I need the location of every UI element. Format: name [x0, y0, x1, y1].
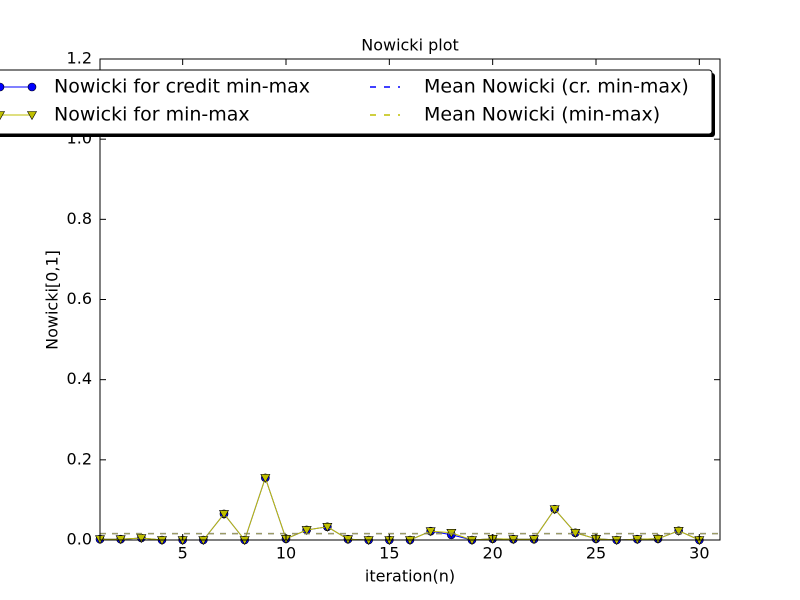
- x-tick-label: 30: [689, 544, 709, 563]
- legend-marker: [26, 111, 38, 121]
- legend-box: [0, 69, 713, 135]
- point: [136, 534, 147, 544]
- point: [425, 527, 436, 537]
- point: [260, 474, 271, 483]
- y-tick-label: 0.6: [67, 289, 92, 308]
- point: [652, 534, 664, 544]
- point: [301, 526, 312, 536]
- x-tick-label: 10: [276, 544, 296, 563]
- legend-marker: [27, 82, 37, 92]
- y-tick-label: 0.0: [67, 530, 92, 549]
- x-tick-label: 20: [482, 544, 502, 563]
- legend-marker: [0, 82, 5, 92]
- point: [673, 526, 684, 536]
- legend-label: Nowicki for credit min-max: [54, 76, 310, 98]
- x-axis-label: iteration(n): [365, 567, 455, 586]
- y-tick-label: 0.2: [67, 449, 92, 468]
- point: [218, 510, 230, 520]
- series-line: [100, 476, 700, 542]
- y-tick-label: 1.2: [67, 49, 92, 68]
- chart-title: Nowicki plot: [361, 36, 459, 55]
- y-tick-label: 0.4: [67, 369, 92, 388]
- legend-label: Mean Nowicki (cr. min-max): [424, 76, 689, 98]
- point: [322, 522, 333, 532]
- series-line: [100, 476, 700, 542]
- legend-label: Mean Nowicki (min-max): [424, 104, 660, 126]
- x-tick-label: 5: [178, 544, 188, 563]
- legend-marker: [0, 111, 6, 121]
- y-tick-label: 0.8: [67, 209, 92, 228]
- y-axis-label: Nowicki[0,1]: [43, 250, 62, 350]
- x-tick-label: 25: [586, 544, 606, 563]
- legend: Nowicki for credit min-max Nowicki for mi…: [0, 69, 715, 137]
- x-tick-label: 15: [379, 544, 399, 563]
- legend-label: Nowicki for min-max: [54, 104, 250, 126]
- point: [549, 505, 560, 515]
